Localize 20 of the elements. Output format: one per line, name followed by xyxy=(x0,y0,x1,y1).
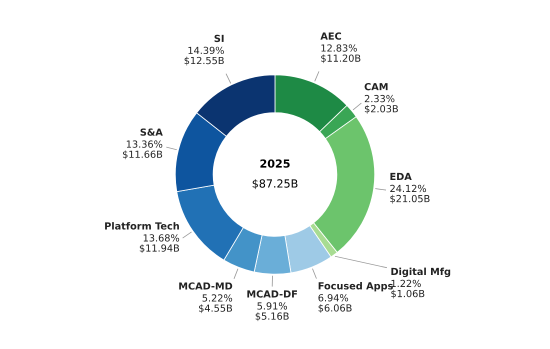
slice-label: Focused Apps xyxy=(318,282,393,292)
data-label: 2.33% $2.03B xyxy=(364,94,398,114)
slice-label: MCAD-MD xyxy=(179,282,232,290)
data-label: 13.36% $11.66B xyxy=(122,140,162,160)
data-label: 12.83% $11.20B xyxy=(321,44,360,64)
data-label: 5.22% $4.55B xyxy=(198,294,232,314)
slice-label: Digital Mfg xyxy=(391,268,450,278)
slice-label: SI xyxy=(214,34,224,42)
slice-label: MCAD-DF xyxy=(247,290,297,298)
slice-label: CAM xyxy=(364,82,388,90)
slice-label: S&A xyxy=(140,128,163,136)
slice-label: AEC xyxy=(320,32,342,40)
data-label: 14.39% $12.55B xyxy=(184,46,224,66)
data-label: 24.12% $21.05B xyxy=(390,184,430,204)
data-label: 13.68% $11.94B xyxy=(140,234,180,254)
slice-label: EDA xyxy=(390,172,412,180)
data-label: 6.94% $6.06B xyxy=(318,294,352,313)
slice-label: Platform Tech xyxy=(105,222,179,230)
text: 2025 $87.25B xyxy=(252,159,298,190)
data-label: 5.91% $5.16B xyxy=(256,302,289,322)
